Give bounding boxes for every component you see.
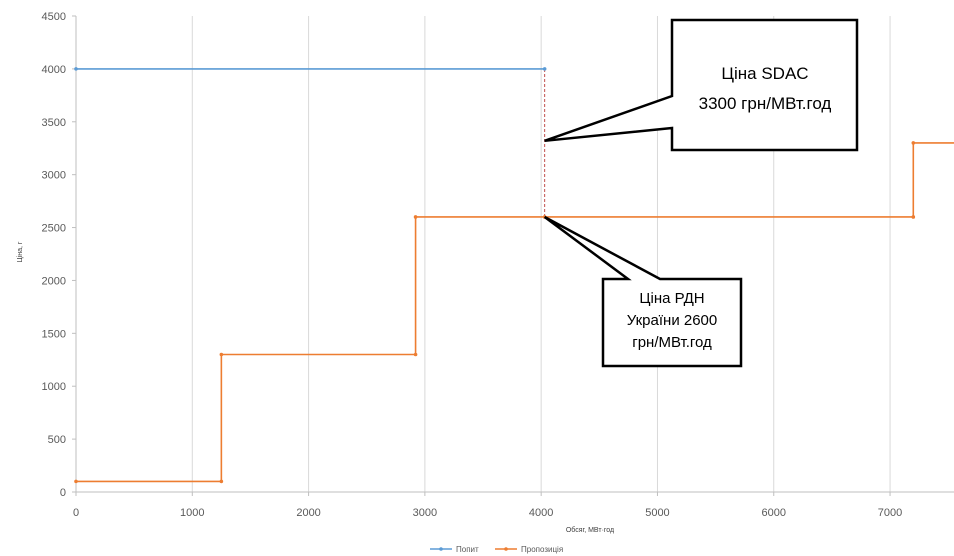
data-point-1 <box>219 352 224 357</box>
callout-rdn-line-3: грн/МВт.год <box>632 334 712 351</box>
x-tick-label: 3000 <box>413 507 437 519</box>
legend: Попит Пропозиція <box>430 545 563 554</box>
data-point-1 <box>911 215 916 219</box>
y-tick-label: 4500 <box>42 11 66 23</box>
y-tick-label: 500 <box>48 434 66 446</box>
x-tick-label: 2000 <box>296 507 320 519</box>
x-tick-label: 6000 <box>762 507 786 519</box>
y-tick-label: 1500 <box>42 328 66 340</box>
data-point-1 <box>911 141 916 145</box>
y-tick-label: 3500 <box>42 117 66 129</box>
series-line-1 <box>76 142 954 483</box>
callout-box-rdn <box>543 215 743 368</box>
y-tick-label: 1000 <box>42 381 66 393</box>
callout-sdac-line-1: Ціна SDAC <box>721 64 808 83</box>
x-tick-label: 4000 <box>529 507 553 519</box>
y-tick-label: 2000 <box>42 275 66 287</box>
data-point-1 <box>413 352 418 357</box>
legend-label-1: Пропозиція <box>521 545 563 554</box>
x-tick-label: 0 <box>73 507 79 519</box>
callout-rdn-line-1: Ціна РДН <box>639 290 704 307</box>
legend-label-0: Попит <box>456 545 479 554</box>
callout-rdn-line-2: України 2600 <box>627 312 717 329</box>
data-point-1 <box>219 479 224 484</box>
callout-box-sdac <box>544 18 859 152</box>
y-tick-label: 3000 <box>42 170 66 182</box>
y-tick-label: 0 <box>60 487 66 499</box>
data-point-1 <box>413 215 418 219</box>
data-point-0 <box>542 67 547 71</box>
data-point-1 <box>74 479 78 484</box>
x-tick-label: 7000 <box>878 507 902 519</box>
axes: 0 500 1000 1500 2000 2500 3000 3500 4000 4500 0 100… <box>16 11 954 534</box>
data-point-0 <box>74 67 78 71</box>
x-axis-title: Обсяг, МВт·год <box>566 526 614 534</box>
legend-marker-1 <box>504 547 508 551</box>
legend-marker-0 <box>439 547 443 551</box>
x-tick-label: 5000 <box>645 507 669 519</box>
y-tick-label: 2500 <box>42 223 66 235</box>
y-tick-label: 4000 <box>42 64 66 76</box>
callout-sdac-line-2: 3300 грн/МВт.год <box>699 94 832 113</box>
callouts: Ціна SDAC 3300 грн/МВт.год Ціна РДН України… <box>543 18 859 368</box>
x-tick-label: 1000 <box>180 507 204 519</box>
y-axis-title: Ціна, г <box>16 241 24 262</box>
